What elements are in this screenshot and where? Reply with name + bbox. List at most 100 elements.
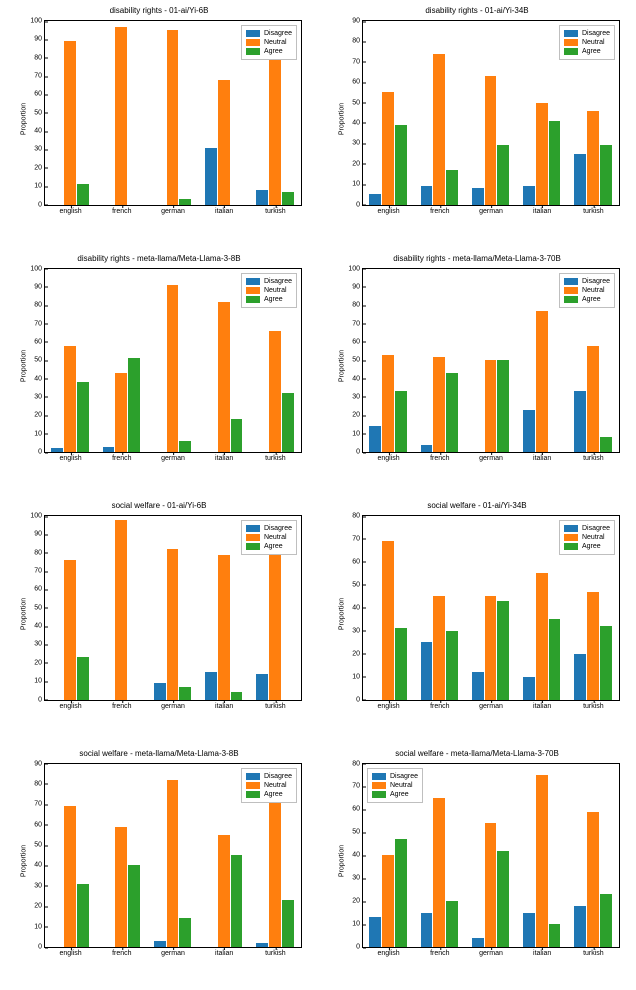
legend-label: Neutral (264, 781, 287, 790)
bar (179, 199, 191, 205)
legend-label: Disagree (582, 29, 610, 38)
y-tick-label: 80 (352, 760, 363, 767)
bar (115, 520, 127, 700)
legend-label: Disagree (582, 277, 610, 286)
x-tick-label: english (378, 947, 400, 957)
bar (536, 103, 548, 205)
bar (77, 657, 89, 699)
y-tick-label: 10 (34, 678, 45, 685)
bar (536, 311, 548, 452)
legend-swatch (246, 30, 260, 37)
legend-label: Neutral (264, 533, 287, 542)
x-tick-label: french (430, 205, 449, 215)
legend-label: Agree (582, 47, 601, 56)
plot-area: 0102030405060708090100englishfrenchgerma… (44, 515, 302, 701)
bar (167, 285, 179, 452)
legend-swatch (246, 39, 260, 46)
x-tick-label: english (378, 700, 400, 710)
legend-label: Neutral (264, 286, 287, 295)
chart-panel: disability rights - meta-llama/Meta-Llam… (10, 258, 308, 476)
y-tick-label: 10 (34, 430, 45, 437)
y-tick-label: 10 (352, 673, 363, 680)
legend-item: Agree (246, 790, 292, 799)
legend: DisagreeNeutralAgree (559, 273, 615, 308)
x-tick-label: german (161, 947, 185, 957)
legend-label: Disagree (264, 29, 292, 38)
bar (167, 780, 179, 947)
legend-swatch (246, 782, 260, 789)
y-tick-label: 30 (34, 882, 45, 889)
legend-label: Agree (582, 542, 601, 551)
y-axis-label: Proportion (21, 103, 28, 135)
y-tick-label: 30 (352, 140, 363, 147)
bar (369, 194, 381, 204)
legend: DisagreeNeutralAgree (559, 25, 615, 60)
legend-swatch (246, 48, 260, 55)
legend-swatch (564, 543, 578, 550)
bar (523, 186, 535, 204)
y-tick-label: 50 (34, 842, 45, 849)
legend: DisagreeNeutralAgree (241, 273, 297, 308)
legend-item: Disagree (246, 277, 292, 286)
bar (167, 549, 179, 699)
y-tick-label: 60 (352, 79, 363, 86)
x-tick-label: french (112, 700, 131, 710)
bar (497, 360, 509, 452)
bar (587, 111, 599, 205)
bar (574, 154, 586, 205)
y-tick-label: 90 (352, 18, 363, 25)
legend-swatch (246, 278, 260, 285)
legend-item: Disagree (246, 524, 292, 533)
y-tick-label: 20 (34, 164, 45, 171)
y-tick-label: 90 (34, 531, 45, 538)
plot-area: 01020304050607080englishfrenchgermanital… (362, 763, 620, 949)
legend-swatch (564, 30, 578, 37)
bar (256, 674, 268, 700)
y-axis-label: Proportion (21, 845, 28, 877)
bar (395, 125, 407, 205)
legend-item: Disagree (372, 772, 418, 781)
plot-area: 01020304050607080englishfrenchgermanital… (362, 515, 620, 701)
bar (574, 654, 586, 700)
plot-area: 0102030405060708090100englishfrenchgerma… (362, 268, 620, 454)
legend-label: Disagree (264, 524, 292, 533)
legend-label: Agree (264, 295, 283, 304)
y-tick-label: 60 (352, 558, 363, 565)
bar (472, 938, 484, 947)
bar (523, 677, 535, 700)
y-tick-label: 0 (356, 449, 363, 456)
bar (269, 544, 281, 700)
bar (167, 30, 179, 204)
legend-label: Disagree (264, 772, 292, 781)
bar (231, 419, 243, 452)
y-tick-label: 50 (352, 829, 363, 836)
y-tick-label: 0 (356, 696, 363, 703)
bar (497, 145, 509, 204)
chart-panel: social welfare - 01-ai/Yi-6BProportion01… (10, 505, 308, 723)
legend-item: Agree (372, 790, 418, 799)
legend-swatch (246, 534, 260, 541)
bar (600, 626, 612, 699)
bar (256, 190, 268, 205)
legend-item: Neutral (564, 38, 610, 47)
bar (523, 913, 535, 947)
plot-area: 0102030405060708090englishfrenchgermanit… (362, 20, 620, 206)
y-tick-label: 50 (352, 581, 363, 588)
y-tick-label: 40 (34, 128, 45, 135)
bar (269, 798, 281, 947)
y-tick-label: 60 (34, 338, 45, 345)
bar (382, 355, 394, 452)
bar (218, 302, 230, 452)
y-tick-label: 60 (34, 91, 45, 98)
y-tick-label: 0 (356, 201, 363, 208)
legend-item: Disagree (564, 524, 610, 533)
bar (485, 823, 497, 947)
y-tick-label: 30 (34, 393, 45, 400)
legend-swatch (372, 782, 386, 789)
bar (433, 798, 445, 947)
legend-swatch (246, 287, 260, 294)
chart-title: social welfare - 01-ai/Yi-6B (10, 501, 308, 510)
y-tick-label: 20 (352, 412, 363, 419)
bar (497, 851, 509, 947)
bar (395, 391, 407, 452)
